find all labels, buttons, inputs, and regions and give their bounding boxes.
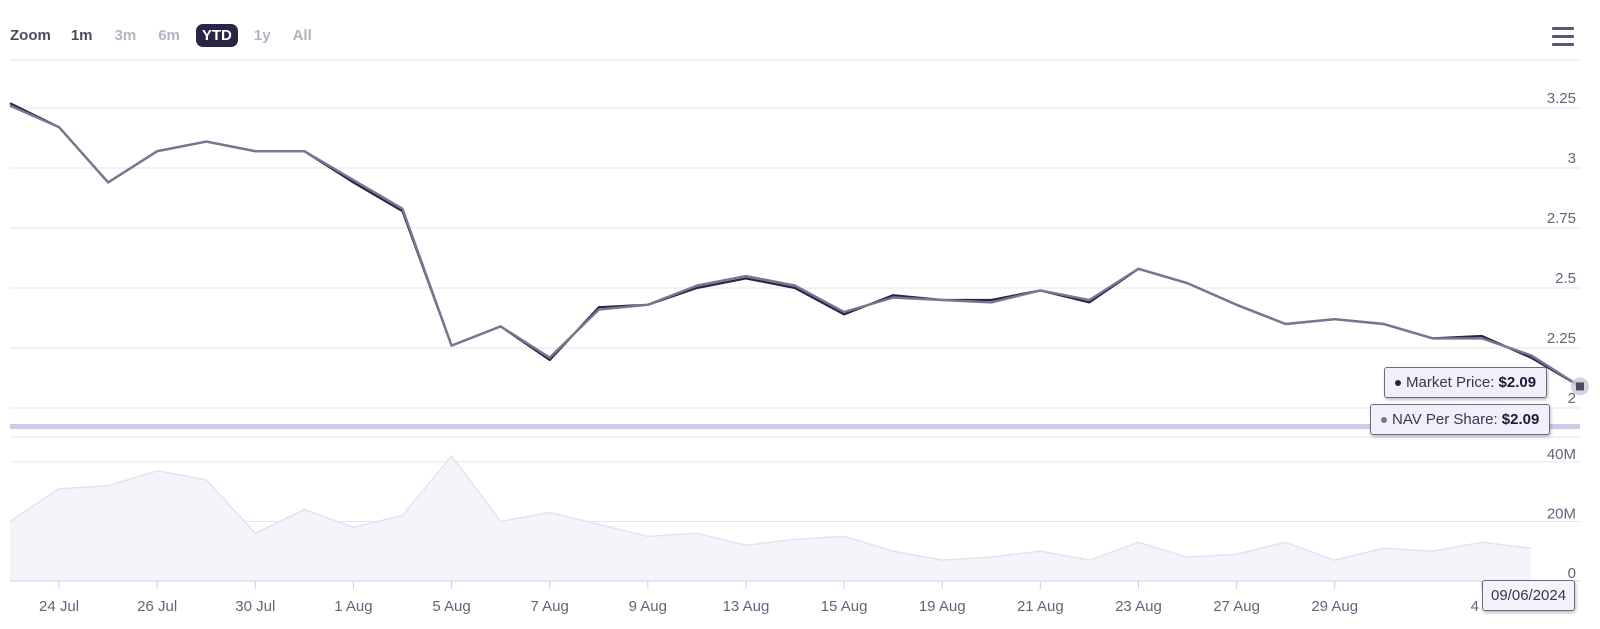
x-tick-label: 1 Aug — [334, 598, 372, 615]
nav-per-share-line — [9, 104, 1581, 388]
zoom-label: Zoom — [10, 26, 51, 44]
nav-per-share-tooltip-value: $2.09 — [1501, 411, 1540, 428]
hamburger-menu-icon[interactable] — [1552, 27, 1574, 47]
price-y-tick-label: 2.75 — [1547, 210, 1576, 227]
zoom-toolbar: Zoom 1m 3m 6m YTD 1y All — [10, 22, 328, 48]
volume-y-tick-label: 20M — [1547, 505, 1576, 522]
zoom-all-button[interactable]: All — [292, 26, 312, 44]
x-tick-label: 29 Aug — [1311, 598, 1358, 615]
zoom-1y-button[interactable]: 1y — [253, 26, 271, 44]
x-tick-label: 24 Jul — [39, 598, 79, 615]
volume-line — [9, 454, 1532, 561]
volume-area — [10, 455, 1531, 581]
nav-per-share-tooltip-label: NAV Per Share — [1392, 411, 1494, 428]
price-y-tick-label: 3.25 — [1547, 90, 1576, 107]
x-tick-label: 5 Aug — [432, 598, 470, 615]
x-tick-label: 23 Aug — [1115, 598, 1162, 615]
x-tick-label: 27 Aug — [1213, 598, 1260, 615]
price-y-tick-label: 3 — [1568, 150, 1576, 167]
x-tick-label: 9 Aug — [629, 598, 667, 615]
price-y-tick-label: 2.5 — [1555, 270, 1576, 287]
x-tick-label: 19 Aug — [919, 598, 966, 615]
x-tick-label: 13 Aug — [723, 598, 770, 615]
crosshair-date-label: 09/06/2024 — [1482, 580, 1576, 611]
x-tick-label: 7 Aug — [531, 598, 569, 615]
market-price-dot-icon — [1395, 380, 1401, 387]
navigator-band — [10, 424, 1580, 429]
market-price-tooltip: Market Price: $2.09 — [1384, 367, 1548, 398]
x-tick-label: 26 Jul — [137, 598, 177, 615]
market-price-line — [9, 102, 1581, 388]
price-y-tick-label: 2.25 — [1547, 330, 1576, 347]
zoom-3m-button[interactable]: 3m — [114, 26, 137, 44]
x-tick-label: 15 Aug — [821, 598, 868, 615]
zoom-6m-button[interactable]: 6m — [158, 26, 180, 44]
x-tick-label: 21 Aug — [1017, 598, 1064, 615]
zoom-1m-button[interactable]: 1m — [70, 26, 93, 44]
price-y-tick-label: 2 — [1568, 390, 1576, 407]
market-price-tooltip-label: Market Price — [1406, 374, 1491, 391]
x-tick-label: 30 Jul — [235, 598, 275, 615]
market-price-tooltip-value: $2.09 — [1498, 374, 1537, 391]
volume-y-tick-label: 0 — [1568, 565, 1576, 582]
volume-y-tick-label: 40M — [1547, 446, 1576, 463]
hover-marker — [1576, 382, 1584, 391]
nav-per-share-tooltip: NAV Per Share: $2.09 — [1370, 404, 1551, 435]
zoom-ytd-button[interactable]: YTD — [195, 23, 238, 47]
nav-per-share-dot-icon — [1381, 417, 1387, 424]
